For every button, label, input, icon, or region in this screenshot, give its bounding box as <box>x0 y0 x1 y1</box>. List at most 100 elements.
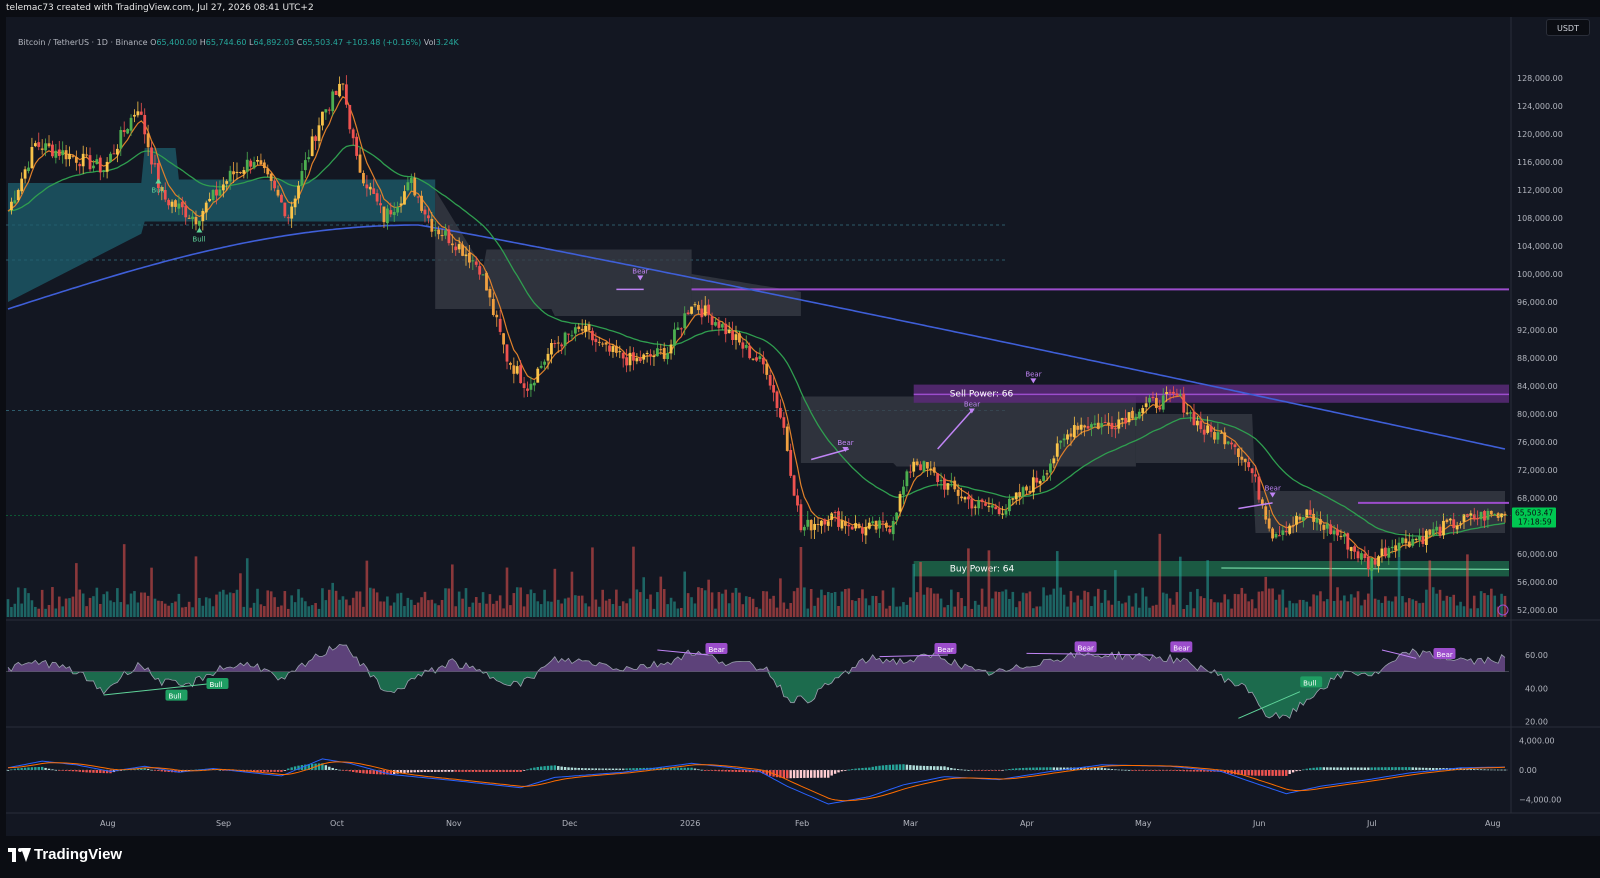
macd-histogram-bar <box>1332 767 1336 770</box>
volume-bar <box>1213 602 1216 617</box>
last-price-label: 65,503.47 <box>1515 508 1553 517</box>
volume-bar <box>126 604 129 617</box>
volume-bar <box>1073 602 1076 617</box>
volume-bar <box>1189 591 1192 617</box>
volume-bar <box>1110 604 1114 617</box>
candle-body <box>1059 440 1063 443</box>
macd-histogram-bar <box>587 768 591 770</box>
candle-body <box>468 252 471 263</box>
candle-body <box>109 153 112 163</box>
macd-histogram-bar <box>1025 767 1028 770</box>
macd-histogram-bar <box>717 770 721 772</box>
volume-bar <box>861 589 864 617</box>
candle-body <box>1100 423 1104 428</box>
volume-bar <box>304 601 307 617</box>
candle-body <box>888 529 892 533</box>
candle-body <box>194 216 198 225</box>
volume-bar <box>1503 595 1507 617</box>
volume-bar <box>1431 587 1435 617</box>
candle-body <box>1117 419 1121 429</box>
tradingview-logo[interactable]: TradingView <box>8 846 122 863</box>
tradingview-logo-icon <box>8 847 31 862</box>
candle-body <box>358 154 362 173</box>
candle-body <box>1240 456 1244 460</box>
time-tick-label: Feb <box>795 819 809 828</box>
volume-bar <box>249 607 252 617</box>
ma200-line <box>7 224 1506 450</box>
low-value: 64,892.03 <box>253 38 295 47</box>
macd-histogram-bar <box>341 770 345 771</box>
volume-bar <box>936 593 939 617</box>
candle-body <box>1233 444 1237 448</box>
candle-body <box>375 193 379 202</box>
macd-histogram-bar <box>1162 770 1165 771</box>
candle-body <box>1083 425 1087 428</box>
macd-histogram-bar <box>283 770 287 771</box>
volume-bar <box>830 592 833 617</box>
candle-body <box>597 341 601 343</box>
macd-histogram-bar <box>471 770 475 772</box>
candle-body <box>481 274 485 276</box>
macd-histogram-bar <box>994 770 997 771</box>
volume-bar <box>245 558 249 617</box>
macd-histogram-bar <box>1432 767 1435 770</box>
volume-bar <box>662 589 666 617</box>
price-tick-label: 76,000.00 <box>1517 438 1558 447</box>
macd-histogram-bar <box>830 770 833 776</box>
candle-body <box>146 133 150 148</box>
macd-histogram-bar <box>1360 767 1363 770</box>
candle-body <box>37 142 41 147</box>
candle-body <box>95 159 99 165</box>
cloud-bands <box>8 148 1505 533</box>
macd-histogram-bar <box>591 768 594 770</box>
volume-bar <box>232 593 235 617</box>
rsi-bear-divergence <box>1026 652 1153 656</box>
macd-histogram-bar <box>461 770 464 772</box>
macd-histogram-bar <box>1503 769 1507 771</box>
chart-area[interactable]: Sell Power: 66 Buy Power: 64 Bull Bull Bear… <box>6 17 1600 836</box>
candle-body <box>676 327 680 331</box>
macd-histogram-bar <box>1278 770 1281 776</box>
macd-histogram-bar <box>1373 767 1377 770</box>
volume-bar <box>109 600 112 617</box>
candle-body <box>129 117 133 131</box>
candle-body <box>580 328 584 331</box>
rsi-bear-divergence <box>657 649 709 656</box>
currency-unit-button[interactable]: USDT <box>1546 19 1590 36</box>
candle-body <box>184 205 188 218</box>
macd-histogram-bar <box>868 767 871 770</box>
volume-bar <box>1209 599 1213 617</box>
macd-histogram-bar <box>809 770 813 778</box>
volume-bar <box>885 608 888 617</box>
candle-body <box>761 357 765 365</box>
candle-body <box>1363 553 1367 559</box>
volume-bar <box>379 601 382 617</box>
macd-histogram-bar <box>1322 767 1326 770</box>
volume-bar <box>1291 603 1295 617</box>
candle-body <box>854 523 858 529</box>
candle-body <box>570 335 574 337</box>
candle-body <box>826 521 830 526</box>
volume-bar <box>666 604 669 617</box>
macd-histogram-bar <box>287 768 290 770</box>
macd-histogram-bar <box>1144 770 1148 771</box>
macd-histogram-bar <box>1158 770 1162 771</box>
chart-canvas[interactable]: Sell Power: 66 Buy Power: 64 Bull Bull Bear… <box>6 17 1600 836</box>
candle-body <box>98 157 102 173</box>
candle-body <box>307 157 311 160</box>
candle-body <box>714 322 717 326</box>
candle-body <box>1151 396 1155 399</box>
candle-body <box>724 323 728 335</box>
candle-body <box>577 326 581 330</box>
macd-histogram-bar <box>34 767 37 770</box>
macd-histogram-bar <box>512 770 516 772</box>
candle-body <box>908 471 912 473</box>
candle-body <box>898 494 902 512</box>
candle-body <box>1141 408 1145 414</box>
price-tick-label: 72,000.00 <box>1517 466 1558 475</box>
macd-histogram-bar <box>837 770 840 773</box>
volume-bar <box>1435 593 1438 617</box>
candle-body <box>960 496 963 499</box>
volume-bar <box>1144 596 1148 617</box>
volume-bar <box>348 605 352 617</box>
